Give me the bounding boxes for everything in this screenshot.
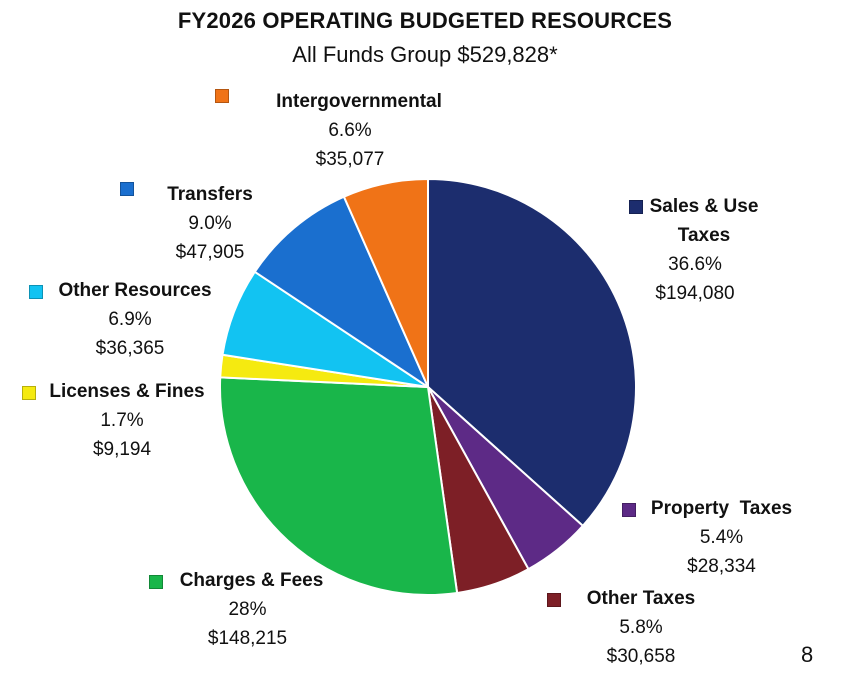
legend-swatch-licenses-fines [22,386,36,400]
slice-name-licenses-fines: Licenses & Fines [49,381,205,402]
slice-name-other-resources: Other Resources [58,280,212,301]
slice-amount-other-taxes: $30,658 [606,646,676,667]
chart-title: FY2026 OPERATING BUDGETED RESOURCES [177,8,673,33]
slice-amount-intergovernmental: $35,077 [315,149,385,170]
slice-name-charges-fees: Charges & Fees [179,570,324,591]
page-number: 8 [801,642,814,667]
slice-amount-other-resources: $36,365 [95,338,165,359]
slice-percent-other-resources: 6.9% [108,309,152,330]
label-transfers: Transfers 9.0% $47,905 [110,180,300,267]
legend-swatch-sales-use-taxes [629,200,643,214]
label-intergovernmental: Intergovernmental 6.6% $35,077 [215,87,465,174]
slice-amount-transfers: $47,905 [175,242,245,263]
slice-amount-charges-fees: $148,215 [207,628,288,649]
slice-name-sales-use-taxes: Sales & Use Taxes [649,196,759,246]
label-charges-fees: Charges & Fees 28% $148,215 [145,566,340,653]
legend-swatch-property-taxes [622,503,636,517]
legend-swatch-other-resources [29,285,43,299]
slice-percent-property-taxes: 5.4% [699,527,744,548]
slice-percent-intergovernmental: 6.6% [328,120,372,141]
pie-slice-transfers [253,195,431,390]
slice-percent-other-taxes: 5.8% [619,617,663,638]
slice-amount-property-taxes: $28,334 [687,556,756,577]
pie-slice-sales-use-taxes [427,177,637,528]
legend-swatch-transfers [120,182,134,196]
label-other-taxes: Other Taxes 5.8% $30,658 [545,584,715,671]
legend-swatch-intergovernmental [215,89,229,103]
slice-percent-licenses-fines: 1.7% [100,410,144,431]
slice-name-property-taxes: Property Taxes [650,498,793,519]
legend-swatch-other-taxes [547,593,561,607]
legend-swatch-charges-fees [149,575,163,589]
slice-amount-sales-use-taxes: $194,080 [655,283,735,304]
slice-percent-sales-use-taxes: 36.6% [668,254,722,275]
pie-slice-charges-fees [219,376,459,596]
label-sales-use-taxes: Sales & Use Taxes 36.6% $194,080 [625,192,765,308]
slice-percent-transfers: 9.0% [188,213,232,234]
slice-amount-licenses-fines: $9,194 [92,439,152,460]
label-property-taxes: Property Taxes 5.4% $28,334 [620,494,805,581]
slice-percent-charges-fees: 28% [228,599,267,620]
pie-slice-intergovernmental [342,177,429,388]
slice-name-transfers: Transfers [167,184,253,205]
slice-name-intergovernmental: Intergovernmental [276,91,442,112]
label-other-resources: Other Resources 6.9% $36,365 [25,276,225,363]
slice-name-other-taxes: Other Taxes [586,588,696,609]
label-licenses-fines: Licenses & Fines 1.7% $9,194 [18,377,218,464]
chart-subtitle: All Funds Group $529,828* [292,42,558,67]
